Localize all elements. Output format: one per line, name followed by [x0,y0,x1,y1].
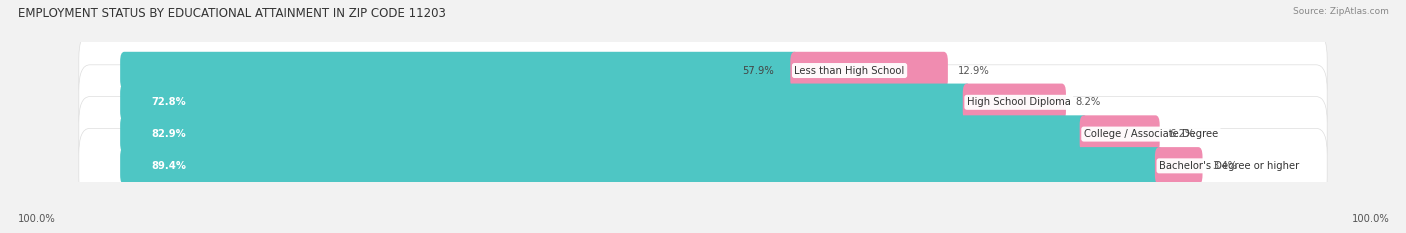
Text: 6.2%: 6.2% [1170,129,1195,139]
FancyBboxPatch shape [120,84,972,121]
Text: 100.0%: 100.0% [1351,214,1389,224]
FancyBboxPatch shape [120,52,799,89]
FancyBboxPatch shape [79,97,1327,171]
Text: 72.8%: 72.8% [152,97,187,107]
Text: College / Associate Degree: College / Associate Degree [1084,129,1218,139]
Text: Bachelor's Degree or higher: Bachelor's Degree or higher [1159,161,1299,171]
Text: Less than High School: Less than High School [794,65,904,75]
Text: EMPLOYMENT STATUS BY EDUCATIONAL ATTAINMENT IN ZIP CODE 11203: EMPLOYMENT STATUS BY EDUCATIONAL ATTAINM… [18,7,446,20]
FancyBboxPatch shape [963,84,1066,121]
FancyBboxPatch shape [120,147,1163,185]
Text: High School Diploma: High School Diploma [967,97,1071,107]
Text: 57.9%: 57.9% [742,65,773,75]
FancyBboxPatch shape [790,52,948,89]
FancyBboxPatch shape [120,115,1088,153]
FancyBboxPatch shape [1080,115,1160,153]
Text: 8.2%: 8.2% [1076,97,1101,107]
FancyBboxPatch shape [79,65,1327,140]
Text: 100.0%: 100.0% [18,214,56,224]
FancyBboxPatch shape [79,33,1327,108]
Text: 3.4%: 3.4% [1212,161,1237,171]
Text: 82.9%: 82.9% [152,129,187,139]
Text: Source: ZipAtlas.com: Source: ZipAtlas.com [1294,7,1389,16]
FancyBboxPatch shape [79,128,1327,203]
Text: 12.9%: 12.9% [957,65,990,75]
FancyBboxPatch shape [1154,147,1202,185]
Text: 89.4%: 89.4% [152,161,187,171]
